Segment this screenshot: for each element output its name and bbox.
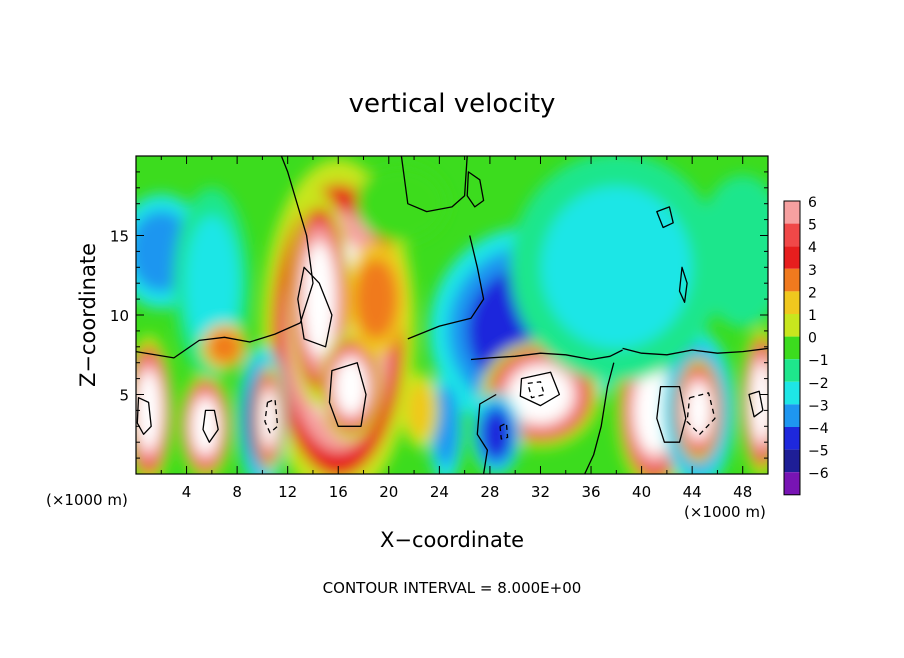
colorbar-label-10: −4 [808, 421, 829, 437]
contour-0 [136, 156, 314, 359]
x-tick-label-4: 20 [379, 483, 398, 501]
x-unit-left: (×1000 m) [46, 491, 128, 509]
contour-18 [264, 398, 279, 434]
colorbar: 6 5 4 3 2 1 0 −1 −2 −3 −4 −5 −6 [783, 195, 829, 496]
x-tick-label-2: 12 [278, 483, 297, 501]
x-unit-right: (×1000 m) [684, 503, 766, 521]
colorbar-frame [783, 200, 801, 496]
contour-interval-note: CONTOUR INTERVAL = 8.000E+00 [323, 579, 582, 597]
colorbar-swatch-2 [784, 246, 800, 269]
colorbar-swatch-4 [784, 291, 800, 314]
x-tick-label-5: 24 [430, 483, 449, 501]
colorbar-swatch-8 [784, 381, 800, 405]
colorbar-swatch-12 [784, 472, 800, 495]
field-cell-20-1 [354, 258, 398, 340]
y-axis-ticks: 5 10 15 [110, 171, 768, 459]
x-tick-label-10: 44 [683, 483, 702, 501]
colorbar-label-12: −6 [808, 466, 829, 482]
plot-area [136, 156, 768, 474]
contour-15 [748, 390, 764, 418]
x-axis-ticks: 4 8 12 16 20 24 28 32 36 40 44 48 [160, 156, 752, 501]
x-tick-label-11: 48 [733, 483, 752, 501]
contour-2 [407, 235, 485, 340]
colorbar-label-4: 2 [808, 285, 817, 301]
y-tick-label-1: 10 [110, 307, 129, 325]
colorbar-label-11: −5 [808, 444, 829, 460]
colorbar-swatch-6 [784, 336, 800, 360]
colorbar-label-3: 3 [808, 263, 817, 279]
contour-3 [470, 349, 623, 361]
colorbar-swatch-7 [784, 359, 800, 382]
colorbar-label-8: −2 [808, 376, 829, 392]
contour-5 [476, 393, 497, 474]
velocity-field [136, 156, 768, 474]
colorbar-swatch-5 [784, 314, 800, 337]
contour-1 [400, 156, 468, 213]
field-cell-13-2 [481, 408, 512, 460]
x-tick-label-1: 8 [232, 483, 242, 501]
contour-8 [328, 362, 367, 427]
colorbar-label-7: −1 [808, 353, 829, 369]
x-tick-label-0: 4 [182, 483, 192, 501]
x-tick-label-9: 40 [632, 483, 651, 501]
x-tick-label-7: 32 [531, 483, 550, 501]
contour-13 [202, 409, 219, 443]
colorbar-label-2: 4 [808, 240, 817, 256]
contour-20 [499, 422, 509, 440]
colorbar-swatch-3 [784, 268, 800, 292]
colorbar-swatch-0 [784, 201, 800, 224]
colorbar-label-6: 0 [808, 331, 817, 347]
colorbar-label-0: 6 [808, 195, 817, 211]
contour-4 [622, 347, 768, 356]
contour-6 [584, 362, 615, 474]
field-cell-6-3 [750, 362, 768, 443]
field-cell-16-1 [184, 215, 239, 351]
field-cell-21-1 [208, 330, 241, 364]
field-cell-8-3 [260, 389, 277, 447]
contour-12 [678, 266, 688, 303]
contour-14 [136, 397, 152, 435]
colorbar-swatch-9 [784, 404, 800, 427]
field-cell-14-1 [432, 385, 459, 467]
field-cell-17-1 [541, 186, 692, 349]
field-cell-18-1 [710, 197, 768, 306]
contour-17 [686, 392, 716, 435]
contour-7 [656, 385, 687, 443]
y-tick-label-2: 15 [110, 228, 129, 246]
colorbar-swatch-10 [784, 427, 800, 450]
field-cell-10-3 [685, 381, 712, 440]
colorbar-label-9: −3 [808, 398, 829, 414]
contour-10 [466, 171, 485, 208]
x-axis-label: X−coordinate [380, 528, 524, 552]
field-cell-22-1 [407, 383, 434, 438]
chart-title: vertical velocity [349, 89, 556, 119]
field-cell-2-3 [334, 357, 368, 416]
field-cell-12-3 [508, 365, 573, 424]
field-cell-19-1 [369, 176, 434, 231]
contour-11 [656, 206, 674, 229]
x-tick-label-3: 16 [329, 483, 348, 501]
colorbar-label-5: 1 [808, 308, 817, 324]
y-tick-label-0: 5 [119, 387, 129, 405]
field-cell-4-3 [191, 397, 220, 455]
contour-16 [519, 371, 561, 407]
contour-9 [297, 266, 333, 348]
field-cell-3-3 [136, 370, 162, 451]
colorbar-swatch-1 [784, 223, 800, 247]
y-axis-label: Z−coordinate [76, 243, 100, 387]
colorbar-swatch-11 [784, 449, 800, 473]
colorbar-label-1: 5 [808, 218, 817, 234]
x-tick-label-6: 28 [480, 483, 499, 501]
x-tick-label-8: 36 [581, 483, 600, 501]
contour-lines [136, 156, 768, 474]
